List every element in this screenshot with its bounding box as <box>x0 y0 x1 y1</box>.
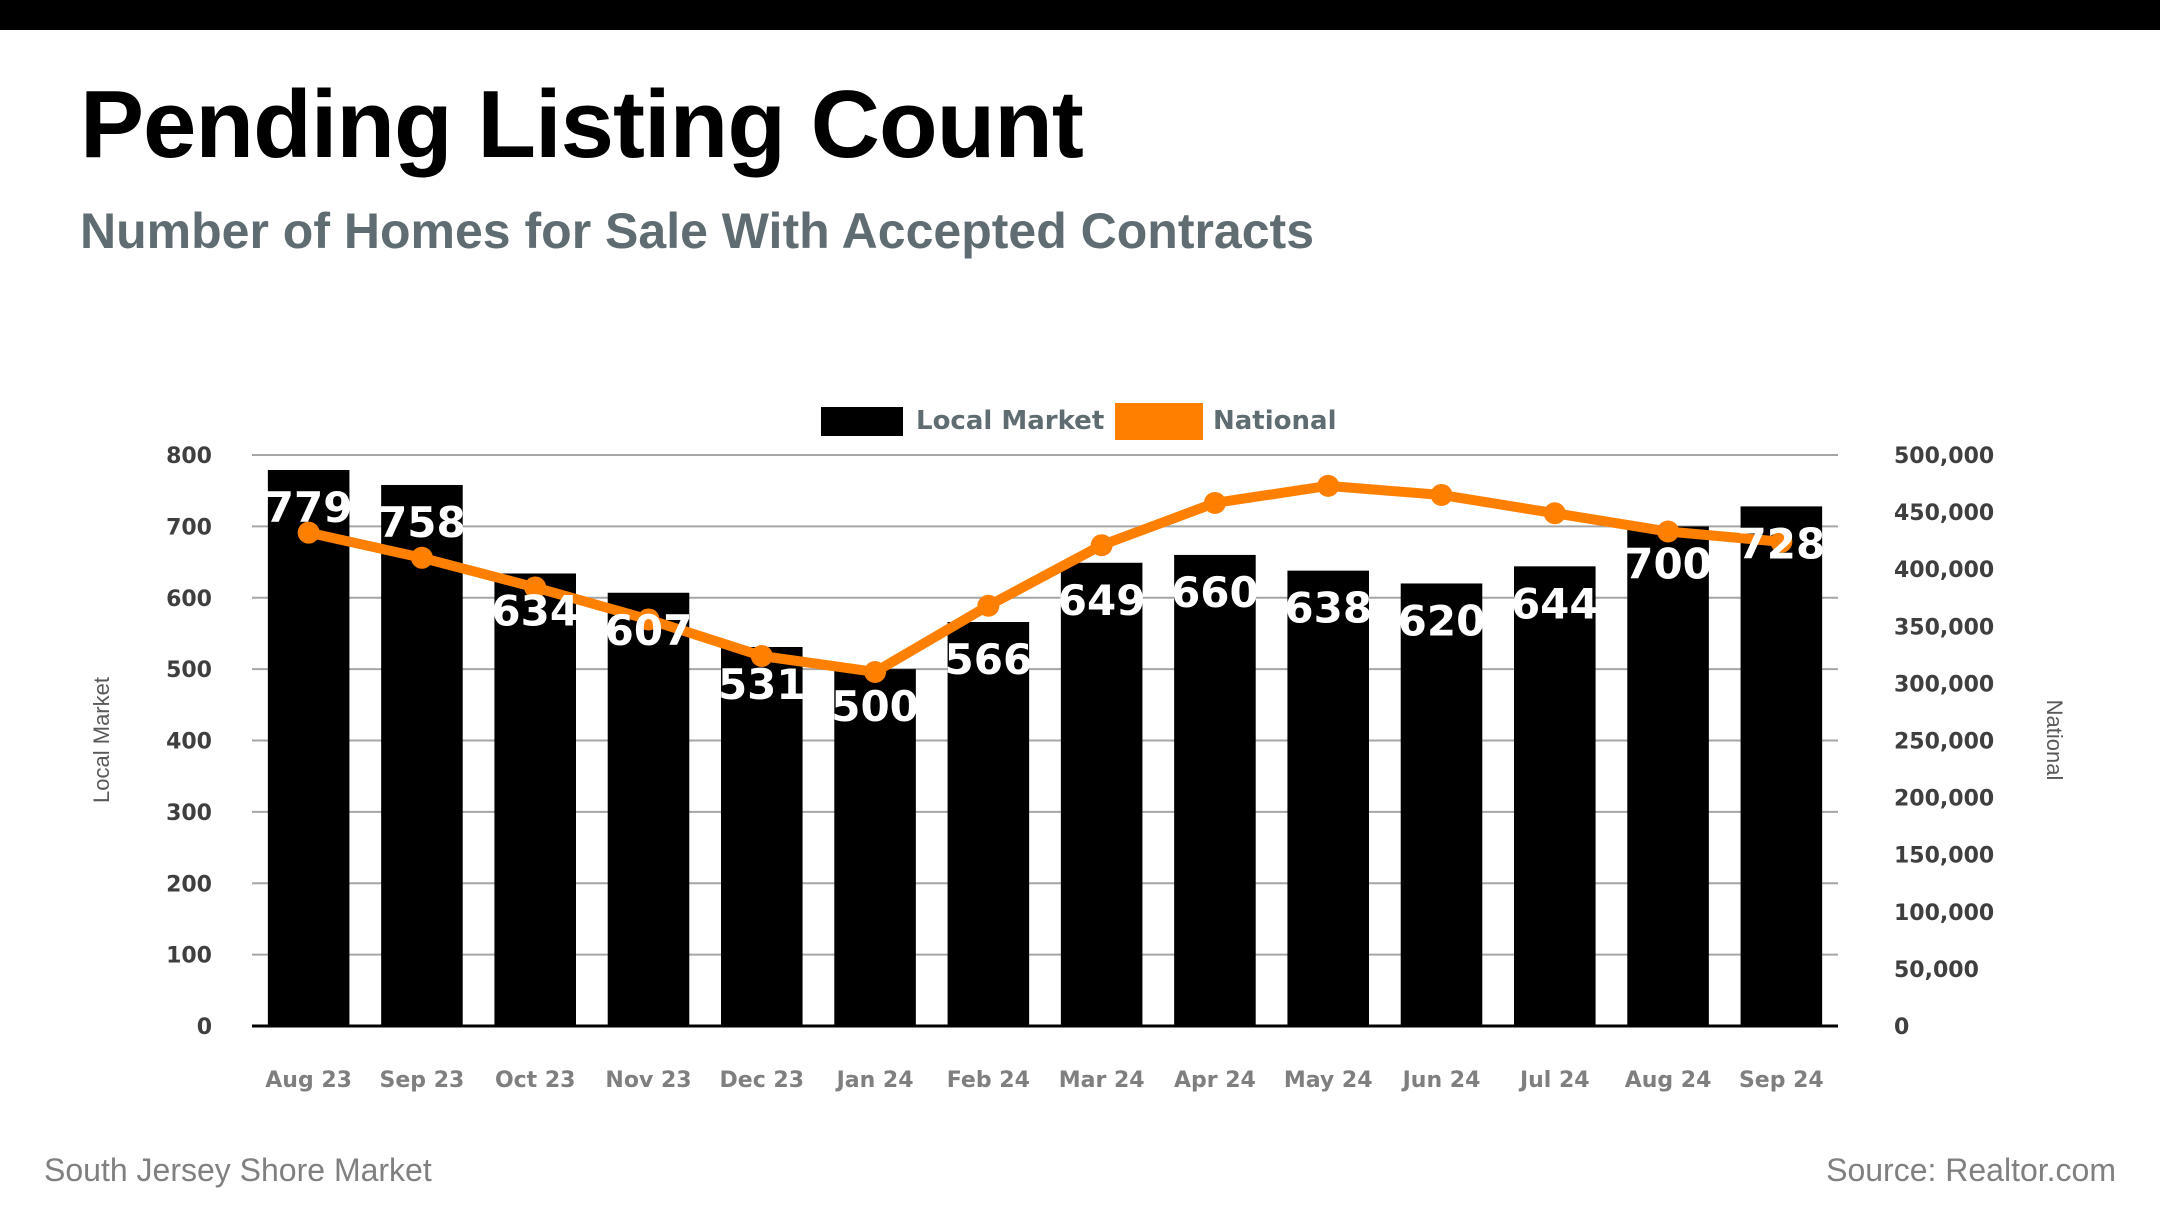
x-tick-label: Aug 23 <box>265 1068 352 1093</box>
bar-local-market <box>381 484 463 1026</box>
bar-local-market <box>607 592 690 1026</box>
x-tick-label: Feb 24 <box>947 1068 1030 1093</box>
top-bar <box>0 0 2160 30</box>
national-point <box>1657 520 1680 543</box>
national-point <box>1770 530 1793 553</box>
bar-data-label: 566 <box>945 635 1033 684</box>
local-market-bars <box>267 469 1823 1026</box>
bar-local-market <box>267 469 350 1026</box>
bar-local-market <box>1514 566 1596 1026</box>
bar-data-label: 700 <box>1624 539 1712 588</box>
national-point <box>297 521 320 544</box>
x-tick-label: Jan 24 <box>835 1068 914 1093</box>
national-series-line <box>303 480 1787 677</box>
left-tick-label: 800 <box>166 444 212 469</box>
bar-local-market <box>947 622 1030 1026</box>
bar-data-label: 620 <box>1398 596 1486 645</box>
right-axis-ticks: 0 50,000 100,000 150,000 200,000 250,000 300,0… <box>1894 444 1994 1040</box>
bar-data-label: 660 <box>1171 568 1259 617</box>
right-tick-label: 100,000 <box>1894 901 1994 926</box>
source-note: Source: Realtor.com <box>1826 1152 2116 1188</box>
national-line <box>297 474 1793 683</box>
market-name: South Jersey Shore Market <box>44 1152 432 1188</box>
bar-data-label: 758 <box>378 498 466 547</box>
bar-data-label: 644 <box>1511 579 1599 628</box>
right-tick-label: 350,000 <box>1894 615 1994 640</box>
x-tick-label: Jun 24 <box>1401 1068 1481 1093</box>
bar-data-label: 531 <box>718 660 806 709</box>
national-point <box>410 546 433 569</box>
national-point <box>864 660 887 683</box>
bar-data-label: 500 <box>831 682 919 731</box>
national-point <box>1317 474 1340 497</box>
left-tick-label: 0 <box>197 1015 212 1040</box>
page-subtitle: Number of Homes for Sale With Accepted C… <box>80 203 1315 259</box>
legend-swatch-local <box>821 407 903 436</box>
x-tick-label: Jul 24 <box>1518 1068 1590 1093</box>
left-tick-label: 200 <box>166 872 212 897</box>
right-tick-label: 500,000 <box>1894 444 1994 469</box>
bar-data-label: 607 <box>605 606 693 655</box>
bar-data-label: 649 <box>1058 576 1146 625</box>
right-tick-label: 400,000 <box>1894 558 1994 583</box>
x-tick-label: Apr 24 <box>1174 1068 1256 1093</box>
bar-local-market <box>1060 562 1143 1026</box>
bar-local-market <box>721 646 803 1026</box>
gridlines <box>252 454 1838 956</box>
legend-label-national: National <box>1213 406 1336 436</box>
right-tick-label: 50,000 <box>1894 958 1979 983</box>
national-point <box>1543 502 1566 525</box>
legend-swatch-national <box>1115 403 1203 440</box>
right-tick-label: 150,000 <box>1894 844 1994 869</box>
legend-label-local: Local Market <box>916 406 1104 436</box>
x-tick-label: May 24 <box>1284 1068 1373 1093</box>
bar-data-labels: 779 758 634 607 531 500 566 649 660 638 620 644 700 7… <box>265 483 1825 731</box>
left-tick-label: 600 <box>166 587 212 612</box>
right-axis-title: National <box>2042 700 2067 781</box>
left-axis-ticks: 0 100 200 300 400 500 600 700 800 <box>166 444 212 1040</box>
bar-data-label: 779 <box>265 483 353 532</box>
x-tick-label: Mar 24 <box>1059 1068 1145 1093</box>
right-tick-label: 0 <box>1894 1015 1909 1040</box>
x-tick-label: Nov 23 <box>605 1068 691 1093</box>
bar-local-market <box>1627 526 1709 1026</box>
national-point <box>637 608 660 631</box>
left-tick-label: 500 <box>166 658 212 683</box>
left-tick-label: 400 <box>166 730 212 755</box>
right-tick-label: 250,000 <box>1894 730 1994 755</box>
bar-data-label: 728 <box>1738 519 1826 568</box>
left-tick-label: 700 <box>166 515 212 540</box>
right-tick-label: 450,000 <box>1894 501 1994 526</box>
national-point <box>524 576 547 599</box>
bar-local-market <box>834 669 916 1026</box>
left-tick-label: 300 <box>166 801 212 826</box>
x-axis-ticks: Aug 23 Sep 23 Oct 23 Nov 23 Dec 23 Jan 24 Feb … <box>265 1068 1823 1093</box>
left-axis-title: Local Market <box>89 677 114 803</box>
legend: Local Market National <box>821 403 1336 440</box>
bar-data-label: 638 <box>1284 584 1372 633</box>
x-tick-label: Sep 24 <box>1739 1068 1824 1093</box>
x-tick-label: Dec 23 <box>720 1068 805 1093</box>
national-point <box>1090 534 1113 557</box>
bar-local-market <box>1287 570 1369 1026</box>
bar-local-market <box>1400 583 1483 1026</box>
x-tick-label: Sep 23 <box>380 1068 465 1093</box>
right-tick-label: 200,000 <box>1894 787 1994 812</box>
left-tick-label: 100 <box>166 944 212 969</box>
page-title: Pending Listing Count <box>80 71 1084 178</box>
bar-data-label: 634 <box>491 586 579 635</box>
national-point <box>1430 483 1453 506</box>
national-point <box>750 644 773 667</box>
x-tick-label: Aug 24 <box>1625 1068 1712 1093</box>
x-tick-label: Oct 23 <box>495 1068 576 1093</box>
right-tick-label: 300,000 <box>1894 672 1994 697</box>
bar-local-market <box>1740 506 1823 1026</box>
national-point <box>1203 491 1226 514</box>
bar-local-market <box>494 573 576 1026</box>
bar-local-market <box>1174 554 1256 1026</box>
national-point <box>977 594 1000 617</box>
